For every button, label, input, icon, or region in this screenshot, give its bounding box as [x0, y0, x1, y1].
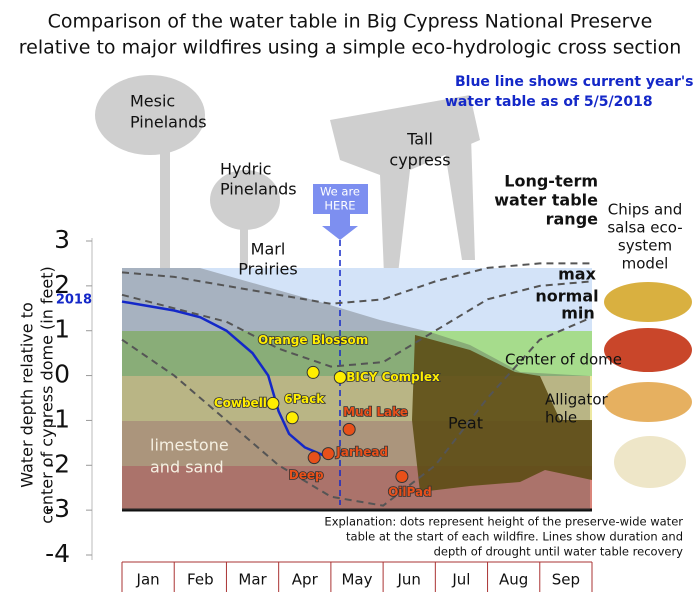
label: Deep [289, 468, 324, 482]
background-trees [95, 75, 480, 300]
label: model [622, 255, 669, 273]
label: OilPad [388, 485, 432, 499]
label: hole [545, 409, 577, 427]
label: max [558, 265, 596, 284]
label: Alligator [545, 391, 609, 409]
label: We are [320, 185, 360, 199]
series-line [121, 300, 327, 458]
label: Water depth relative to [18, 302, 37, 488]
fire-dot [333, 370, 347, 384]
label: min [561, 304, 595, 323]
fire-dot [395, 470, 409, 483]
label: Apr [292, 571, 319, 589]
label: Long-term [504, 172, 598, 191]
here-arrow [322, 214, 358, 240]
label: Jan [136, 571, 160, 589]
series-line [121, 316, 593, 507]
label: Feb [187, 571, 214, 589]
label: and sand [150, 458, 224, 477]
label: Aug [499, 571, 528, 589]
label: cypress [389, 151, 450, 170]
series-line [121, 280, 593, 368]
label: 2 [54, 270, 70, 299]
label: May [341, 571, 372, 589]
label: HERE [324, 199, 355, 213]
fire-dot [321, 447, 335, 461]
label: Pinelands [220, 180, 297, 199]
label: limestone [150, 436, 229, 455]
here-box [313, 184, 368, 214]
label: Explanation: dots represent height of th… [324, 515, 683, 529]
label: -4 [45, 539, 70, 568]
label: water table as of 5/5/2018 [445, 94, 653, 110]
label: table at the start of each wildfire. Lin… [346, 530, 683, 544]
label: Blue line shows current year's [455, 74, 694, 90]
label: Mesic [130, 92, 175, 111]
fire-dot [266, 396, 280, 410]
label: normal [535, 287, 598, 306]
fire-dot [307, 451, 321, 465]
fire-dot [342, 422, 356, 436]
label: Cowbell [214, 396, 267, 410]
label: water table [494, 191, 598, 210]
label: Center of dome [505, 351, 622, 369]
label: Prairies [238, 260, 297, 279]
label: salsa eco- [607, 219, 682, 237]
label: center of cypress dome (in feet) [38, 266, 57, 524]
label: range [546, 210, 599, 229]
label: Mar [238, 571, 267, 589]
food-images [604, 282, 692, 488]
label: Hydric [220, 160, 271, 179]
label: Comparison of the water table in Big Cyp… [48, 11, 653, 33]
label: system [618, 237, 672, 255]
label: Pinelands [130, 113, 207, 132]
label: Chips and [608, 201, 682, 219]
label: Tall [406, 130, 433, 149]
label: 1 [54, 315, 70, 344]
label: 6Pack [284, 392, 325, 406]
label: Marl [251, 240, 286, 259]
label: Peat [448, 414, 483, 433]
fire-dot [285, 411, 299, 425]
label: depth of drought until water table recov… [434, 545, 684, 559]
label: Jul [451, 571, 470, 589]
label: Mud Lake [343, 405, 408, 419]
label: relative to major wildfires using a simp… [19, 37, 681, 59]
label: BICY Complex [346, 370, 440, 384]
label: 3 [54, 225, 70, 254]
label: Jun [397, 571, 421, 589]
label: Sep [552, 571, 580, 589]
label: 0 [54, 360, 70, 389]
fire-dot [306, 365, 320, 379]
label: 2018 [56, 293, 92, 308]
label: -3 [45, 494, 70, 523]
label: -1 [45, 404, 70, 433]
series-line [121, 262, 592, 305]
label: Jarhead [335, 445, 388, 459]
label: -2 [45, 449, 70, 478]
label: Orange Blossom [258, 333, 368, 347]
